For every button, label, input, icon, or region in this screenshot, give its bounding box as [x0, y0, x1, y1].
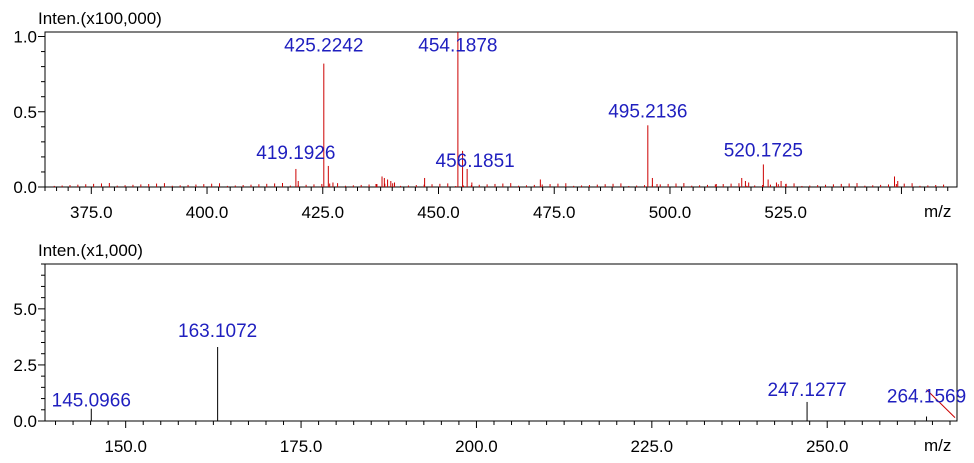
lower-y-axis-title: Inten.(x1,000)	[38, 241, 143, 260]
lower-y-tick-label: 2.5	[13, 356, 37, 375]
upper-spectrum-panel: Inten.(x100,000) m/z 375.0 400.0 425.0 450.0 4…	[13, 9, 958, 222]
upper-x-tick-label: 400.0	[186, 203, 229, 222]
lower-peak-label: 145.0966	[52, 391, 131, 412]
lower-x-tick-label: 200.0	[455, 437, 498, 456]
lower-spectrum-panel: Inten.(x1,000) m/z 150.0 175.0 200.0 225.0 250…	[13, 241, 966, 456]
upper-x-tick-label: 500.0	[649, 203, 692, 222]
upper-x-tick-label: 375.0	[70, 203, 113, 222]
upper-peak-label: 520.1725	[724, 140, 803, 161]
lower-y-tick-label: 0.0	[13, 412, 37, 431]
upper-x-axis-title: m/z	[924, 202, 951, 221]
upper-x-tick-label: 525.0	[764, 203, 807, 222]
upper-peak-label: 495.2136	[608, 101, 687, 122]
lower-x-tick-label: 175.0	[280, 437, 323, 456]
upper-peak-label: 419.1926	[256, 143, 335, 164]
lower-x-tick-label: 250.0	[806, 437, 849, 456]
upper-peak-label: 454.1878	[418, 36, 497, 57]
lower-trace-line	[926, 389, 956, 418]
upper-y-tick-label: 0.0	[13, 178, 37, 197]
upper-peak-label: 456.1851	[436, 151, 515, 172]
upper-y-tick-label: 1.0	[13, 28, 37, 47]
upper-x-tick-label: 425.0	[301, 203, 344, 222]
lower-y-tick-label: 5.0	[13, 300, 37, 319]
lower-peak-label: 264.1569	[887, 387, 966, 408]
lower-x-axis-title: m/z	[924, 436, 951, 455]
lower-x-tick-label: 225.0	[631, 437, 674, 456]
lower-x-tick-label: 150.0	[104, 437, 147, 456]
upper-peak-label: 425.2242	[284, 36, 363, 57]
lower-peak-label: 163.1072	[178, 321, 257, 342]
lower-peak-label: 247.1277	[767, 380, 846, 401]
upper-plot-frame	[44, 31, 958, 188]
upper-y-tick-label: 0.5	[13, 103, 37, 122]
upper-x-tick-label: 475.0	[533, 203, 576, 222]
upper-x-tick-label: 450.0	[417, 203, 460, 222]
upper-y-axis-title: Inten.(x100,000)	[38, 9, 162, 28]
